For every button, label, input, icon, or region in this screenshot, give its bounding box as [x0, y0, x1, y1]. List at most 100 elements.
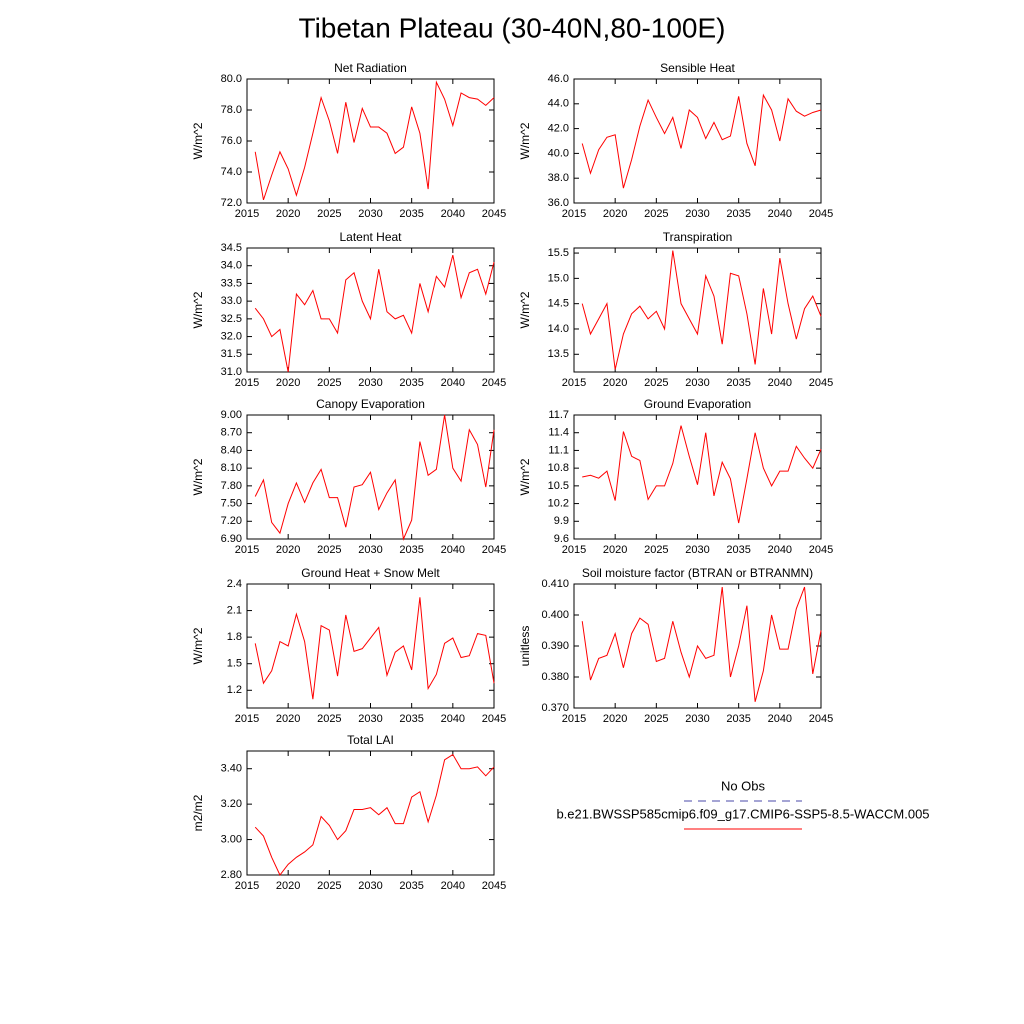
y-axis-label: unitless	[518, 626, 532, 667]
y-tick-label: 33.5	[221, 277, 242, 289]
x-tick-label: 2035	[399, 208, 423, 220]
x-tick-label: 2040	[768, 208, 792, 220]
x-tick-label: 2045	[809, 208, 833, 220]
y-tick-label: 15.5	[548, 247, 569, 259]
x-tick-label: 2020	[603, 713, 627, 725]
x-tick-label: 2040	[768, 377, 792, 389]
panel-title: Ground Evaporation	[644, 397, 751, 411]
x-tick-label: 2015	[562, 208, 586, 220]
panel: Total LAI m2/m2 2.80 3.00 3.20 3.40 2015 2020 20…	[191, 733, 506, 892]
y-tick-label: 74.0	[221, 166, 242, 178]
x-tick-label: 2030	[685, 377, 709, 389]
x-tick-label: 2020	[276, 713, 300, 725]
x-tick-label: 2025	[644, 544, 668, 556]
y-tick-label: 10.2	[548, 497, 569, 509]
x-tick-label: 2015	[562, 544, 586, 556]
panel-title: Total LAI	[347, 733, 394, 747]
y-tick-label: 40.0	[548, 147, 569, 159]
x-tick-label: 2020	[276, 377, 300, 389]
y-axis-label: m2/m2	[191, 794, 205, 831]
y-tick-label: 7.20	[221, 515, 242, 527]
panel: Sensible Heat W/m^2 36.0 38.0 40.0 42.0 44.0 46…	[518, 61, 833, 220]
x-tick-label: 2045	[482, 208, 506, 220]
panel: Transpiration W/m^2 13.5 14.0 14.5 15.0 15.5 20…	[518, 230, 833, 389]
y-tick-label: 34.5	[221, 242, 242, 254]
y-tick-label: 8.10	[221, 462, 242, 474]
y-tick-label: 11.1	[548, 444, 569, 456]
y-tick-label: 7.50	[221, 497, 242, 509]
y-tick-label: 11.4	[548, 427, 569, 439]
data-line	[581, 93, 822, 189]
data-line	[582, 425, 822, 524]
plot-frame	[246, 247, 495, 373]
y-tick-label: 3.00	[221, 833, 242, 845]
x-tick-label: 2045	[809, 544, 833, 556]
x-tick-label: 2040	[441, 208, 465, 220]
y-tick-label: 9.9	[554, 515, 569, 527]
x-tick-label: 2030	[358, 377, 382, 389]
x-tick-label: 2030	[685, 713, 709, 725]
x-tick-label: 2025	[317, 208, 341, 220]
y-tick-label: 8.40	[221, 444, 242, 456]
x-tick-label: 2035	[726, 208, 750, 220]
x-tick-label: 2045	[809, 713, 833, 725]
panel-title: Ground Heat + Snow Melt	[301, 566, 440, 580]
y-tick-label: 2.1	[227, 604, 242, 616]
y-tick-label: 42.0	[548, 123, 569, 135]
y-tick-label: 7.80	[221, 480, 242, 492]
y-tick-label: 31.5	[221, 348, 242, 360]
y-tick-label: 72.0	[221, 197, 242, 209]
x-tick-label: 2035	[399, 544, 423, 556]
plot-frame	[246, 78, 495, 204]
y-tick-label: 38.0	[548, 172, 569, 184]
x-tick-label: 2025	[317, 544, 341, 556]
data-line	[581, 250, 822, 370]
y-tick-label: 32.5	[221, 313, 242, 325]
y-tick-label: 1.2	[227, 684, 242, 696]
y-tick-label: 9.6	[554, 533, 569, 545]
y-tick-label: 33.0	[221, 295, 242, 307]
panel: Net Radiation W/m^2 72.0 74.0 76.0 78.0 80.0 20…	[191, 61, 506, 220]
x-tick-label: 2020	[276, 208, 300, 220]
data-line	[254, 414, 495, 541]
panel-title: Latent Heat	[339, 230, 402, 244]
panel: Ground Heat + Snow Melt W/m^2 1.2 1.5 1.8 2.1…	[191, 566, 506, 725]
y-tick-label: 36.0	[548, 197, 569, 209]
x-tick-label: 2015	[235, 208, 259, 220]
y-tick-label: 14.5	[548, 298, 569, 310]
x-tick-label: 2045	[809, 377, 833, 389]
x-tick-label: 2035	[726, 377, 750, 389]
y-tick-label: 76.0	[221, 135, 242, 147]
y-axis-label: W/m^2	[191, 458, 205, 495]
x-tick-label: 2045	[482, 377, 506, 389]
x-tick-label: 2040	[441, 880, 465, 892]
y-axis-label: W/m^2	[518, 458, 532, 495]
plot-frame	[573, 247, 822, 373]
x-tick-label: 2040	[441, 713, 465, 725]
legend-label: No Obs	[721, 778, 766, 793]
x-tick-label: 2030	[685, 208, 709, 220]
x-tick-label: 2020	[276, 880, 300, 892]
data-line	[581, 586, 822, 702]
panel-title: Soil moisture factor (BTRAN or BTRANMN)	[582, 566, 813, 580]
x-tick-label: 2035	[399, 377, 423, 389]
x-tick-label: 2025	[317, 713, 341, 725]
panel: Ground Evaporation W/m^2 9.6 9.9 10.2 10.5 10.…	[518, 397, 833, 556]
data-line	[254, 80, 495, 201]
y-tick-label: 0.390	[541, 640, 569, 652]
y-tick-label: 0.410	[541, 578, 569, 590]
y-tick-label: 8.70	[221, 427, 242, 439]
y-tick-label: 34.0	[221, 260, 242, 272]
x-tick-label: 2020	[603, 544, 627, 556]
y-axis-label: W/m^2	[518, 122, 532, 159]
y-tick-label: 78.0	[221, 104, 242, 116]
x-tick-label: 2015	[235, 544, 259, 556]
y-tick-label: 9.00	[221, 409, 242, 421]
x-tick-label: 2025	[644, 377, 668, 389]
y-tick-label: 2.4	[227, 578, 242, 590]
x-tick-label: 2045	[482, 544, 506, 556]
x-tick-label: 2040	[441, 544, 465, 556]
x-tick-label: 2030	[358, 208, 382, 220]
x-tick-label: 2035	[399, 713, 423, 725]
x-tick-label: 2040	[768, 713, 792, 725]
